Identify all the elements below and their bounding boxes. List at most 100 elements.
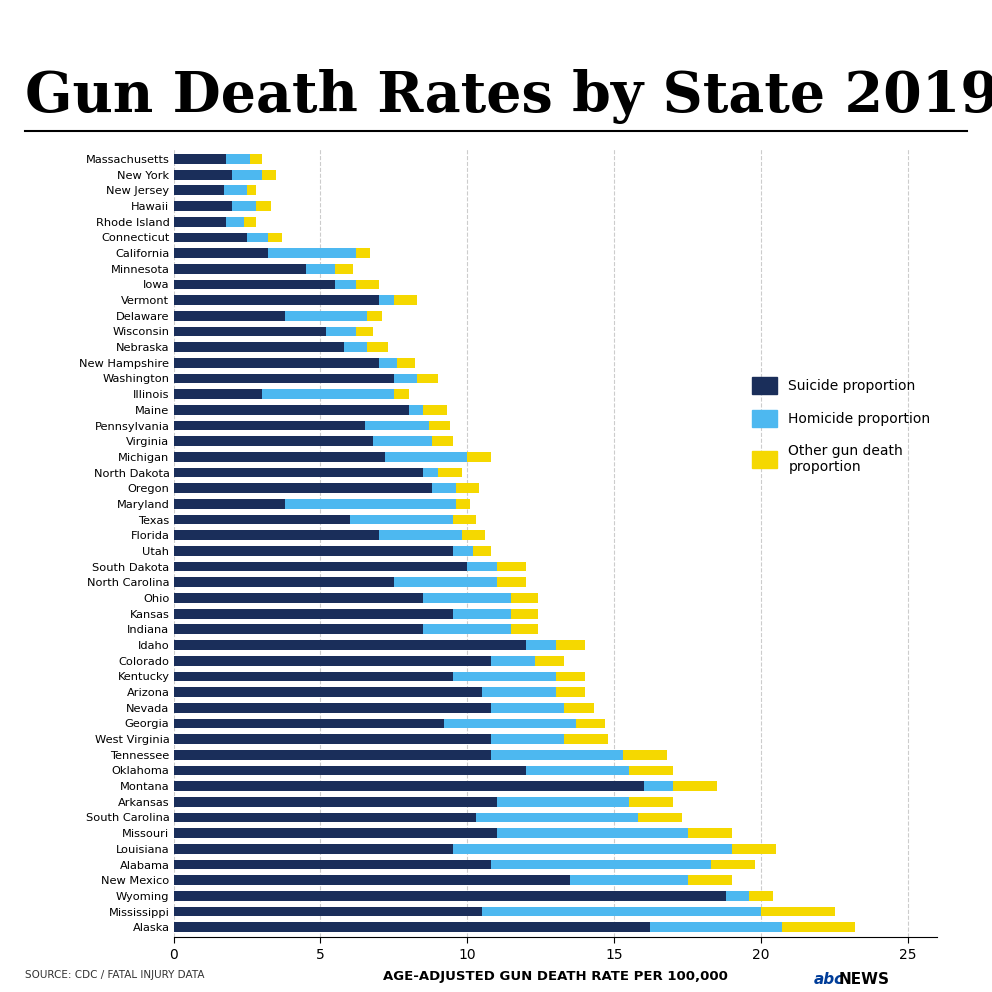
Bar (452, 844, 732, 854)
Bar (174, 170, 232, 180)
Bar (570, 875, 687, 885)
Bar (438, 467, 461, 477)
Bar (356, 326, 373, 336)
Bar (174, 421, 365, 431)
Bar (576, 718, 605, 728)
Bar (491, 656, 535, 666)
Bar (174, 326, 326, 336)
Bar (367, 310, 382, 320)
Bar (174, 436, 373, 446)
Bar (174, 467, 424, 477)
Bar (379, 296, 394, 305)
Bar (174, 766, 526, 776)
Bar (262, 389, 394, 399)
Bar (467, 452, 491, 461)
Bar (174, 782, 644, 791)
Bar (430, 421, 449, 431)
Bar (687, 828, 732, 838)
Bar (174, 640, 526, 650)
Bar (623, 750, 668, 760)
Bar (335, 264, 353, 274)
Bar (174, 860, 491, 869)
Bar (174, 687, 482, 697)
Bar (749, 891, 773, 901)
Bar (443, 718, 576, 728)
Bar (644, 782, 673, 791)
Bar (673, 782, 717, 791)
Bar (174, 656, 491, 666)
Bar (379, 358, 397, 368)
Bar (174, 703, 491, 712)
Bar (226, 154, 250, 164)
Bar (433, 436, 452, 446)
Bar (174, 797, 497, 806)
Bar (174, 264, 306, 274)
Bar (174, 232, 247, 242)
Bar (247, 232, 268, 242)
Bar (629, 766, 673, 776)
Bar (174, 828, 497, 838)
Bar (174, 389, 262, 399)
Bar (350, 515, 452, 525)
Bar (497, 577, 526, 587)
Bar (174, 812, 476, 822)
Bar (761, 907, 834, 917)
Bar (268, 248, 356, 258)
Bar (638, 812, 682, 822)
Text: NEWS: NEWS (838, 972, 889, 987)
Bar (467, 561, 497, 571)
Bar (455, 499, 470, 509)
Bar (452, 547, 473, 556)
Bar (564, 703, 593, 712)
Text: Gun Death Rates by State 2019: Gun Death Rates by State 2019 (25, 69, 992, 124)
Bar (306, 264, 335, 274)
Bar (174, 217, 226, 226)
Bar (711, 860, 755, 869)
Bar (262, 170, 277, 180)
Bar (174, 547, 452, 556)
Bar (174, 718, 443, 728)
Bar (535, 656, 564, 666)
Bar (433, 483, 455, 493)
Bar (335, 280, 356, 290)
Bar (482, 687, 556, 697)
Bar (556, 640, 585, 650)
Bar (782, 923, 855, 932)
Bar (174, 483, 433, 493)
Bar (174, 154, 226, 164)
Bar (394, 296, 418, 305)
Bar (174, 374, 394, 383)
Bar (174, 452, 385, 461)
Bar (356, 248, 370, 258)
Bar (687, 875, 732, 885)
Bar (226, 217, 244, 226)
Bar (526, 640, 556, 650)
Bar (512, 593, 538, 603)
Bar (491, 703, 564, 712)
Bar (174, 515, 350, 525)
Bar (174, 296, 379, 305)
Bar (174, 201, 232, 211)
Bar (232, 170, 262, 180)
Bar (461, 531, 485, 540)
Bar (452, 515, 476, 525)
Bar (174, 923, 650, 932)
Bar (174, 248, 268, 258)
Bar (452, 609, 512, 619)
Bar (650, 923, 782, 932)
Bar (385, 452, 467, 461)
Bar (174, 531, 379, 540)
Bar (424, 625, 512, 634)
Bar (174, 342, 344, 352)
Bar (379, 531, 461, 540)
Bar (629, 797, 673, 806)
Bar (497, 561, 526, 571)
Bar (174, 907, 482, 917)
Bar (409, 405, 424, 415)
Bar (452, 672, 556, 682)
Bar (174, 186, 223, 195)
Bar (174, 499, 286, 509)
Bar (174, 593, 424, 603)
X-axis label: AGE-ADJUSTED GUN DEATH RATE PER 100,000: AGE-ADJUSTED GUN DEATH RATE PER 100,000 (383, 970, 728, 983)
Bar (473, 547, 491, 556)
